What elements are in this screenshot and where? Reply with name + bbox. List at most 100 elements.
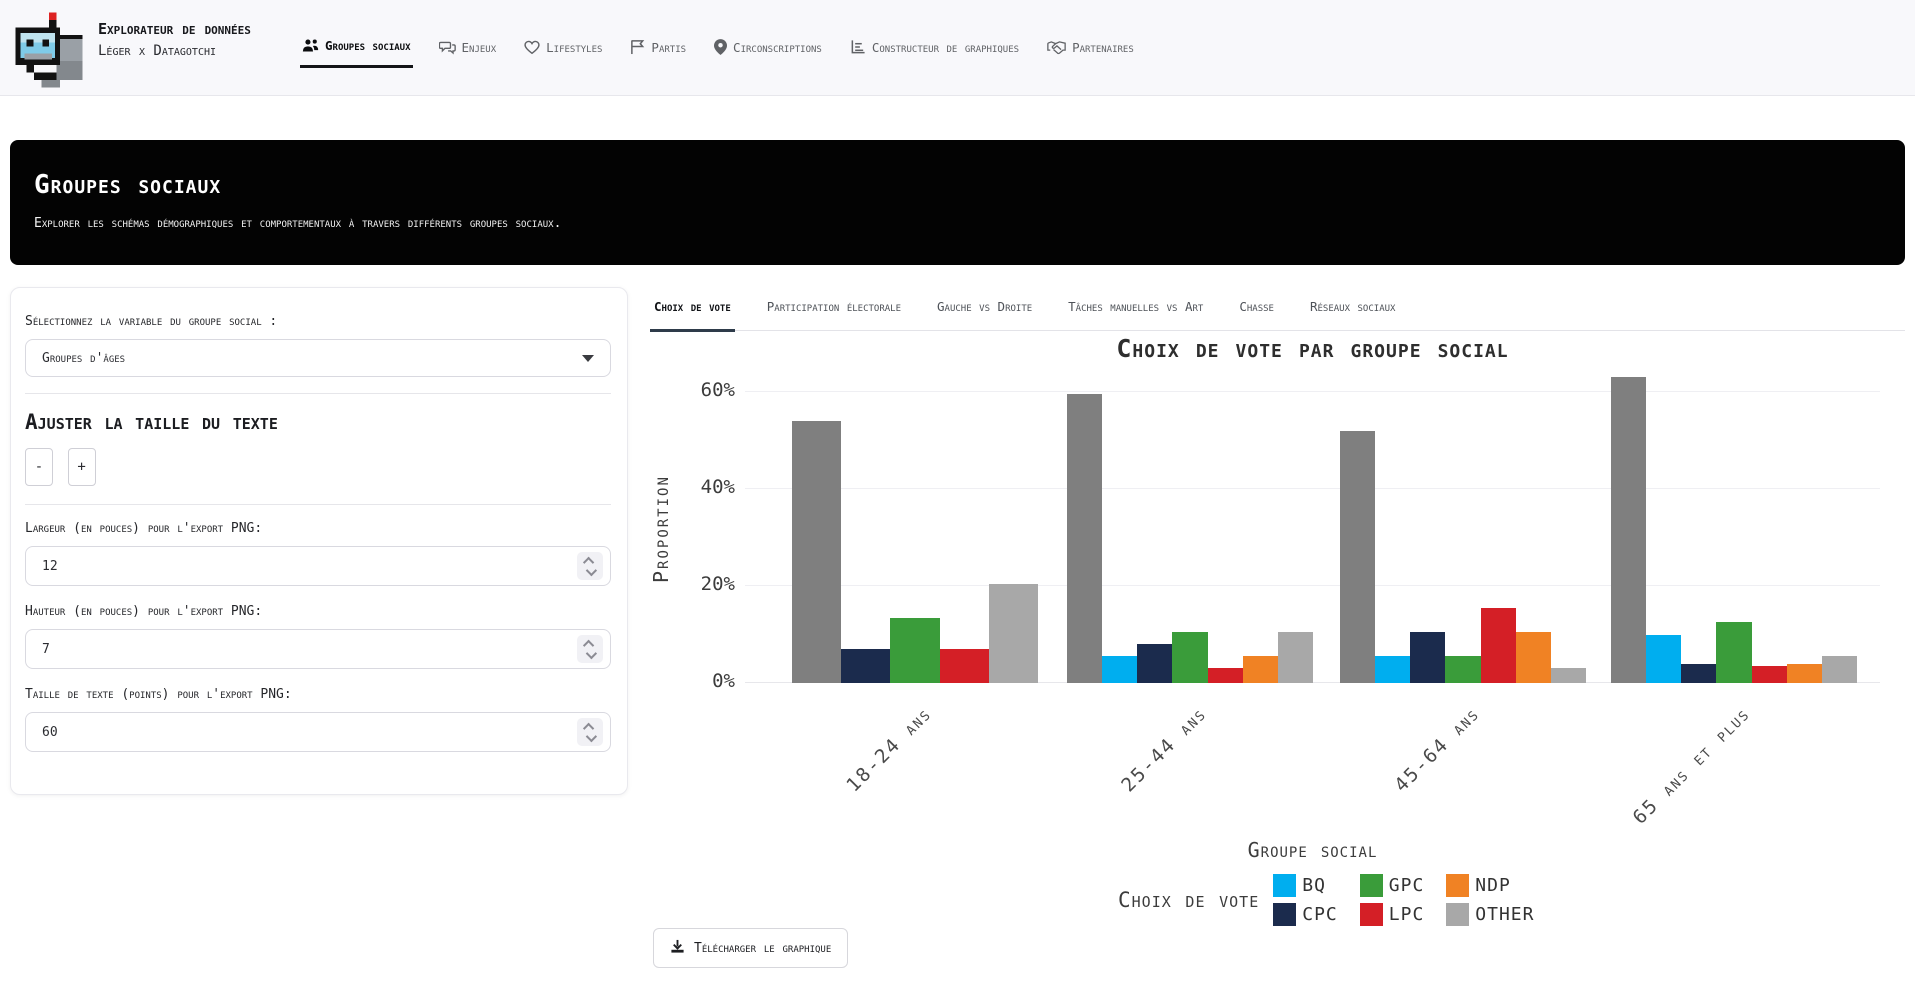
legend-title: Choix de vote [1118, 887, 1260, 912]
page-subtitle: Explorer les schémas démographiques et c… [34, 216, 562, 231]
legend-item-CPC: CPC [1273, 901, 1338, 927]
bar-18-24-ans-NA [792, 421, 842, 683]
nav-item-partenaires[interactable]: Partenaires [1045, 30, 1136, 67]
y-tick: 60% [700, 379, 735, 401]
legend-swatch [1359, 902, 1383, 926]
bar-45-64-ans-GPC [1445, 656, 1481, 683]
brand: Explorateur de données Léger x Datagotch… [98, 18, 251, 62]
legend-swatch [1273, 902, 1297, 926]
png-text-size-label: Taille de texte (points) pour l'export P… [25, 687, 292, 702]
tab-gauche-vs-droite[interactable]: Gauche vs Droite [937, 299, 1033, 314]
gridline [745, 585, 1880, 586]
y-tick: 40% [700, 476, 735, 498]
png-height-stepper[interactable] [577, 635, 603, 663]
tab-taches-manuelles-vs-art[interactable]: Tâches manuelles vs Art [1068, 299, 1204, 314]
bar-25-44-ans-BQ [1102, 656, 1138, 683]
png-text-size-stepper[interactable] [577, 718, 603, 746]
bar-25-44-ans-GPC [1172, 632, 1208, 683]
legend-item-NDP: NDP [1446, 872, 1534, 898]
users-icon [302, 38, 319, 53]
tab-choix-de-vote[interactable]: Choix de vote [650, 295, 735, 332]
legend-swatch [1446, 902, 1470, 926]
top-nav: Explorateur de données Léger x Datagotch… [0, 0, 1915, 96]
chevron-down-icon [582, 354, 594, 362]
legend-item-LPC: LPC [1359, 901, 1425, 927]
png-width-input[interactable] [25, 546, 611, 586]
bar-25-44-ans-OTHER [1277, 632, 1313, 683]
legend-item-BQ: BQ [1273, 872, 1338, 898]
nav-item-groupes-sociaux[interactable]: Groupes sociaux [300, 28, 413, 68]
legend-swatch [1446, 873, 1470, 897]
brand-subtitle: Léger x Datagotchi [98, 42, 217, 59]
variable-select-value: Groupes d'âges [42, 350, 126, 366]
chart-builder-icon [850, 39, 866, 55]
x-tick: 65 ans et plus [1628, 703, 1755, 829]
page-banner: Groupes sociaux Explorer les schémas dém… [10, 140, 1905, 265]
chat-bubbles-icon [438, 40, 456, 55]
bar-18-24-ans-CPC [841, 649, 891, 683]
png-width-stepper[interactable] [577, 552, 603, 580]
variable-select[interactable]: Groupes d'âges [25, 339, 611, 377]
variable-select-label: Sélectionnez la variable du groupe socia… [25, 314, 278, 329]
nav-item-constructeur[interactable]: Constructeur de graphiques [848, 29, 1021, 67]
nav-item-lifestyles[interactable]: Lifestyles [522, 30, 604, 67]
bar-18-24-ans-GPC [890, 617, 940, 683]
x-tick: 45-64 ans [1390, 703, 1484, 797]
tab-chasse[interactable]: Chasse [1239, 299, 1274, 314]
increase-text-button[interactable]: + [67, 448, 96, 486]
bar-25-44-ans-LPC [1207, 668, 1243, 683]
legend-swatch [1359, 873, 1383, 897]
download-chart-button[interactable]: Télécharger le graphique [653, 928, 849, 968]
text-size-controls: - + [25, 448, 611, 486]
nav-item-partis[interactable]: Partis [628, 29, 688, 67]
plot-area [745, 368, 1880, 683]
download-icon [670, 939, 685, 958]
bar-65-ans-et-plus-NDP [1786, 663, 1822, 683]
nav-item-circonscriptions[interactable]: Circonscriptions [712, 29, 824, 67]
bar-45-64-ans-NA [1340, 430, 1376, 683]
tab-reseaux-sociaux[interactable]: Réseaux sociaux [1309, 299, 1396, 314]
bar-65-ans-et-plus-LPC [1751, 666, 1787, 683]
chart-tabs: Choix de vote Participation électorale G… [650, 295, 1905, 332]
bar-45-64-ans-NDP [1515, 632, 1551, 683]
bar-65-ans-et-plus-GPC [1716, 622, 1752, 683]
bar-25-44-ans-NDP [1242, 656, 1278, 683]
divider [25, 393, 611, 394]
png-width-label: Largeur (en pouces) pour l'export PNG: [25, 521, 263, 536]
gridline [745, 391, 1880, 392]
y-tick: 20% [700, 573, 735, 595]
chart-title: Choix de vote par groupe social [1116, 334, 1509, 363]
nav-item-enjeux[interactable]: Enjeux [437, 30, 499, 67]
gridline [745, 488, 1880, 489]
bar-45-64-ans-OTHER [1550, 668, 1586, 683]
text-size-heading: Ajuster la taille du texte [25, 410, 278, 434]
brand-title: Explorateur de données [98, 20, 251, 38]
map-pin-icon [714, 39, 728, 55]
bar-45-64-ans-LPC [1480, 607, 1516, 683]
legend-item-GPC: GPC [1359, 872, 1425, 898]
tab-participation-electorale[interactable]: Participation électorale [766, 299, 902, 314]
decrease-text-button[interactable]: - [25, 448, 53, 486]
handshake-icon [1047, 40, 1066, 55]
bar-18-24-ans-LPC [939, 649, 989, 683]
bar-25-44-ans-NA [1067, 394, 1103, 683]
x-tick: 18-24 ans [842, 703, 936, 797]
png-height-label: Hauteur (en pouces) pour l'export PNG: [25, 604, 263, 619]
bar-65-ans-et-plus-BQ [1646, 634, 1682, 683]
legend-swatch [1273, 873, 1297, 897]
bar-45-64-ans-BQ [1375, 656, 1411, 683]
bar-25-44-ans-CPC [1137, 644, 1173, 683]
chart-legend: Choix de vote BQ CPC GPC LPC NDP OTHER [1118, 872, 1534, 927]
y-axis-label: Proportion [649, 475, 673, 583]
png-height-input[interactable] [25, 629, 611, 669]
datagotchi-robot-logo [15, 12, 83, 88]
bar-65-ans-et-plus-NA [1611, 377, 1647, 683]
nav-items: Groupes sociaux Enjeux Lifestyles Partis… [300, 0, 1136, 96]
bar-18-24-ans-OTHER [988, 583, 1038, 683]
bar-45-64-ans-CPC [1410, 632, 1446, 683]
x-tick: 25-44 ans [1117, 703, 1211, 797]
bar-65-ans-et-plus-CPC [1681, 663, 1717, 683]
page-title: Groupes sociaux [34, 170, 222, 200]
png-text-size-input[interactable] [25, 712, 611, 752]
divider [25, 504, 611, 505]
